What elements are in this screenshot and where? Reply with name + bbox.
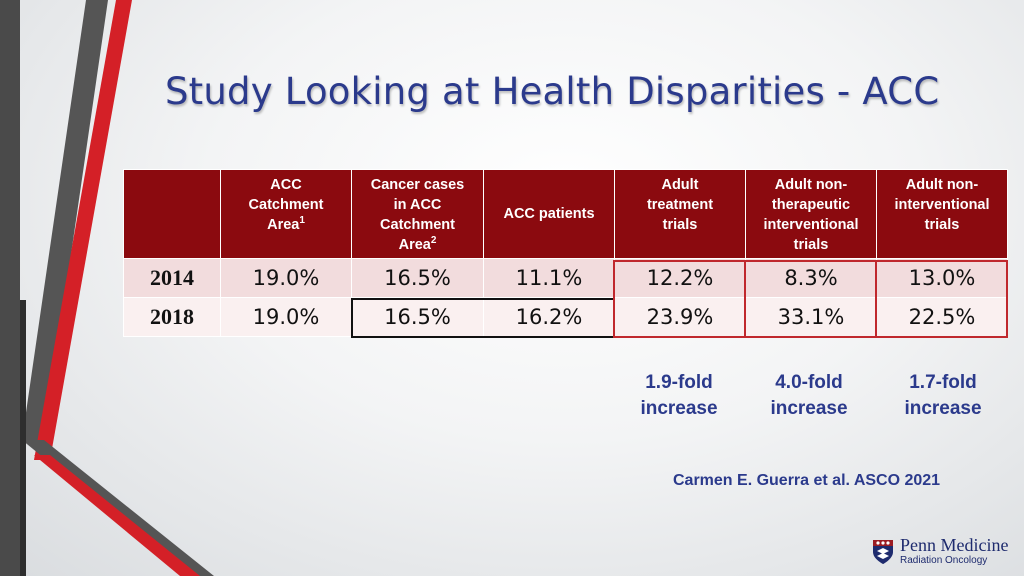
header-line: in ACC [393, 197, 442, 213]
header-line: Adult [661, 177, 699, 193]
fold-increase-treatment: 1.9-fold increase [640, 372, 718, 419]
value-cell: 16.2% [483, 297, 615, 337]
header-line: interventional [894, 197, 990, 213]
table-header-cell: ACC Catchment Area1 [220, 169, 352, 259]
table-row: 2018 19.0% 16.5% 16.2% 23.9% 33.1% 22.5% [123, 297, 1008, 337]
fold-increase-non-therapeutic: 4.0-fold increase [770, 372, 848, 419]
header-line: Adult non- [905, 177, 979, 193]
value-cell: 16.5% [351, 258, 484, 298]
table-header-cell: Adult non-therapeutic interventional trial… [745, 169, 877, 259]
header-line: ACC patients [503, 206, 595, 222]
page-title: Study Looking at Health Disparities - AC… [165, 70, 940, 113]
value-cell: 8.3% [745, 258, 877, 298]
header-line: Adult non- [774, 177, 848, 193]
header-line: therapeutic [771, 197, 851, 213]
header-line: Cancer cases [370, 177, 465, 193]
header-line: Area2 [398, 235, 437, 253]
header-line: trials [662, 217, 698, 233]
table-header-cell: ACC patients [483, 169, 615, 259]
header-line: interventional [763, 217, 859, 233]
decorative-stripes [0, 0, 214, 576]
value-cell: 33.1% [745, 297, 877, 337]
year-cell: 2018 [123, 297, 221, 337]
table-header-cell: Cancer cases in ACC Catchment Area2 [351, 169, 484, 259]
logo-sub-text: Radiation Oncology [900, 555, 988, 566]
header-line: ACC [270, 177, 302, 193]
table-header-cell [123, 169, 221, 259]
value-cell: 12.2% [614, 258, 746, 298]
penn-shield-icon [873, 539, 893, 564]
header-line: treatment [646, 197, 714, 213]
table-header-row: ACC Catchment Area1 Cancer cases in ACC Catch… [123, 169, 1008, 259]
value-cell: 22.5% [876, 297, 1008, 337]
header-line: Catchment [248, 197, 324, 213]
penn-medicine-logo: Penn Medicine Radiation Oncology [872, 536, 1008, 567]
disparities-table: ACC Catchment Area1 Cancer cases in ACC Catch… [123, 169, 1008, 337]
header-line: Catchment [380, 217, 455, 233]
logo-brand-text: Penn Medicine [900, 535, 1009, 555]
value-cell: 19.0% [220, 297, 352, 337]
year-cell: 2014 [123, 258, 221, 298]
table-header-cell: Adult non-interventional trials [876, 169, 1008, 259]
value-cell: 19.0% [220, 258, 352, 298]
table-header-cell: Adult treatment trials [614, 169, 746, 259]
value-cell: 23.9% [614, 297, 746, 337]
header-line: trials [793, 237, 829, 253]
value-cell: 11.1% [483, 258, 615, 298]
table-row: 2014 19.0% 16.5% 11.1% 12.2% 8.3% 13.0% [123, 258, 1008, 298]
fold-increase-non-interventional: 1.7-fold increase [904, 372, 982, 419]
value-cell: 13.0% [876, 258, 1008, 298]
citation: Carmen E. Guerra et al. ASCO 2021 [673, 472, 941, 489]
header-line: trials [924, 217, 960, 233]
value-cell: 16.5% [351, 297, 484, 337]
header-line: Area1 [267, 215, 305, 233]
